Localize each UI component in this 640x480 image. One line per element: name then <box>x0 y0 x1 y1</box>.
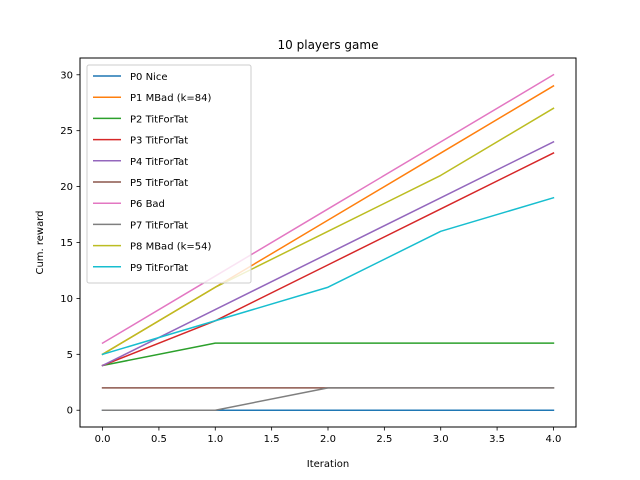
x-tick-label: 3.0 <box>433 434 449 445</box>
series-line-p9 <box>101 196 555 356</box>
x-tick-label: 0.5 <box>151 434 167 445</box>
y-tick-label: 20 <box>60 182 73 193</box>
y-tick-label: 0 <box>67 406 73 417</box>
y-tick-label: 10 <box>60 294 73 305</box>
series-layer <box>101 73 555 411</box>
legend-label-p5: P5 TitForTat <box>130 178 188 189</box>
series-line-p8 <box>101 107 555 356</box>
x-axis-ticks: 0.0 0.5 1.0 1.5 2.0 2.5 3.0 3.5 4.0 <box>95 427 562 445</box>
x-tick-label: 2.0 <box>320 434 336 445</box>
y-tick-label: 25 <box>60 126 73 137</box>
series-line-p3 <box>101 152 555 367</box>
y-axis-ticks: 0 5 10 15 20 25 30 <box>60 70 80 417</box>
x-tick-label: 4.0 <box>546 434 562 445</box>
y-tick-label: 30 <box>60 70 73 81</box>
legend-label-p7: P7 TitForTat <box>130 220 188 231</box>
y-axis-label: Cum. reward <box>35 210 46 274</box>
y-tick-label: 5 <box>67 350 73 361</box>
y-tick-label: 15 <box>60 238 73 249</box>
x-axis-label: Iteration <box>307 459 349 470</box>
x-tick-label: 2.5 <box>376 434 392 445</box>
legend-label-p3: P3 TitForTat <box>130 136 188 147</box>
x-tick-label: 0.0 <box>95 434 111 445</box>
legend: P0 Nice P1 MBad (k=84) P2 TitForTat P3 TitF… <box>86 64 252 284</box>
legend-box <box>86 64 252 284</box>
legend-label-p0: P0 Nice <box>130 72 167 83</box>
chart-title: 10 players game <box>278 38 379 52</box>
legend-label-p6: P6 Bad <box>130 199 165 210</box>
legend-label-p4: P4 TitForTat <box>130 157 188 168</box>
legend-label-p9: P9 TitForTat <box>130 263 188 274</box>
series-line-p4 <box>101 140 555 367</box>
x-tick-label: 1.0 <box>207 434 223 445</box>
x-tick-label: 3.5 <box>489 434 505 445</box>
series-line-p6 <box>101 73 555 345</box>
x-tick-label: 1.5 <box>264 434 280 445</box>
legend-label-p8: P8 MBad (k=54) <box>130 242 212 253</box>
legend-label-p1: P1 MBad (k=84) <box>130 93 212 104</box>
series-line-p7 <box>101 387 555 411</box>
series-line-p2 <box>101 342 555 367</box>
legend-label-p2: P2 TitForTat <box>130 114 188 125</box>
